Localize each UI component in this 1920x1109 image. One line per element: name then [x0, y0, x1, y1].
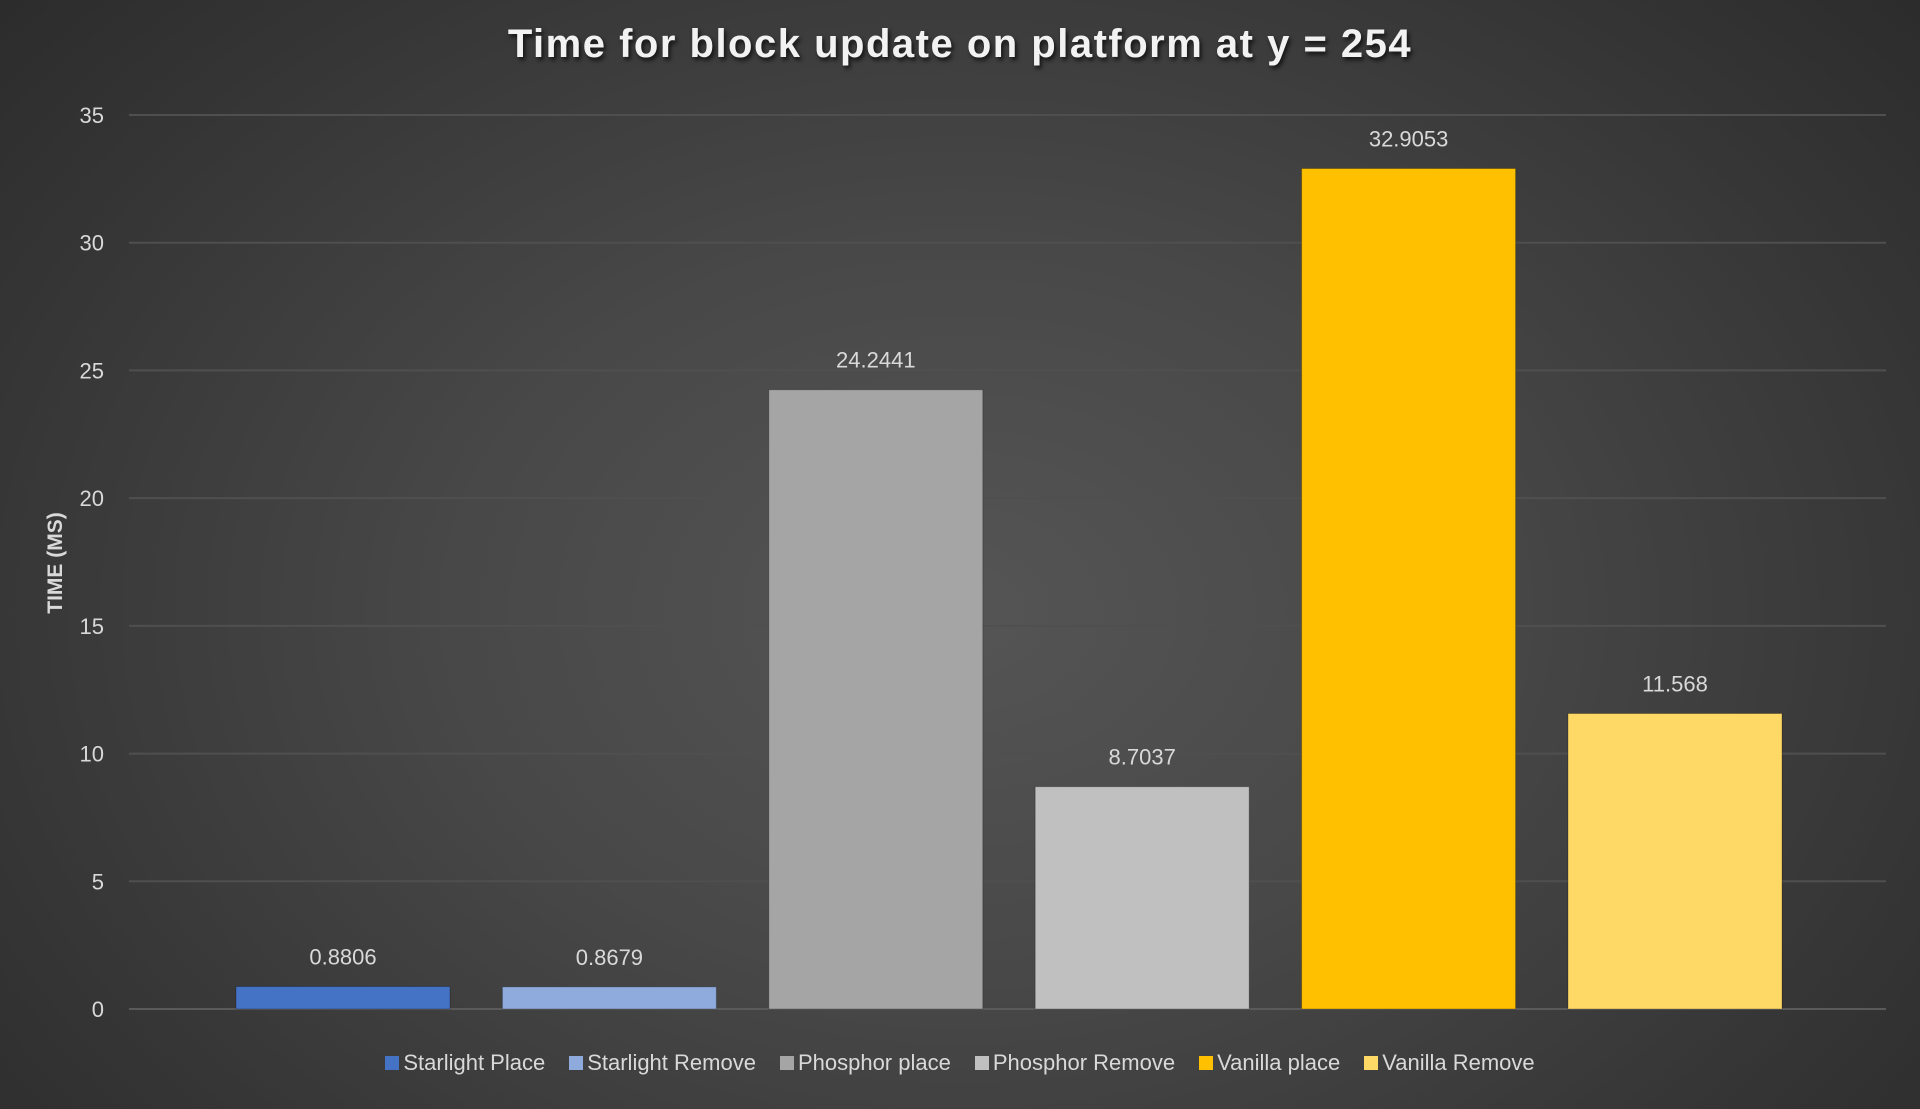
bar — [1301, 168, 1517, 1010]
y-tick-label: 35 — [80, 103, 104, 128]
legend-item: Phosphor Remove — [974, 1050, 1176, 1076]
data-label: 11.568 — [1642, 672, 1708, 697]
y-tick-label: 30 — [80, 231, 104, 256]
legend-swatch — [779, 1056, 794, 1070]
data-label: 32.9053 — [1369, 127, 1449, 152]
y-tick-label: 20 — [80, 486, 104, 511]
legend-item: Vanilla place — [1199, 1050, 1340, 1076]
y-tick-label: 15 — [80, 614, 104, 639]
legend-label: Vanilla place — [1217, 1050, 1341, 1075]
bar — [501, 986, 717, 1010]
y-tick-label: 0 — [92, 997, 104, 1022]
y-tick-label: 5 — [92, 869, 104, 894]
bar — [1034, 786, 1250, 1010]
legend-item: Starlight Place — [385, 1050, 545, 1076]
legend-label: Vanilla Remove — [1382, 1050, 1535, 1075]
legend-label: Phosphor place — [797, 1050, 951, 1075]
legend-item: Starlight Remove — [569, 1050, 756, 1076]
legend-item: Phosphor place — [779, 1050, 951, 1076]
legend-label: Starlight Place — [403, 1050, 546, 1075]
legend-swatch — [974, 1056, 989, 1070]
y-tick-label: 10 — [80, 742, 104, 767]
legend-swatch — [1364, 1056, 1379, 1070]
data-label: 0.8679 — [576, 945, 643, 970]
legend-label: Phosphor Remove — [992, 1050, 1176, 1075]
legend: Starlight Place Starlight Remove Phosphor … — [0, 1050, 1920, 1076]
y-axis-title: TIME (MS) — [44, 512, 67, 613]
data-label: 8.7037 — [1109, 745, 1176, 770]
data-label: 0.8806 — [309, 945, 376, 970]
legend-swatch — [569, 1056, 584, 1070]
bar — [768, 389, 984, 1010]
chart-title: Time for block update on platform at y =… — [507, 22, 1413, 66]
legend-item: Vanilla Remove — [1364, 1050, 1535, 1076]
bar — [1567, 713, 1783, 1010]
legend-swatch — [385, 1056, 400, 1070]
legend-swatch — [1199, 1056, 1214, 1070]
data-label: 24.2441 — [836, 348, 916, 373]
y-tick-label: 25 — [80, 358, 104, 383]
legend-label: Starlight Remove — [587, 1050, 756, 1075]
bar — [235, 986, 451, 1010]
